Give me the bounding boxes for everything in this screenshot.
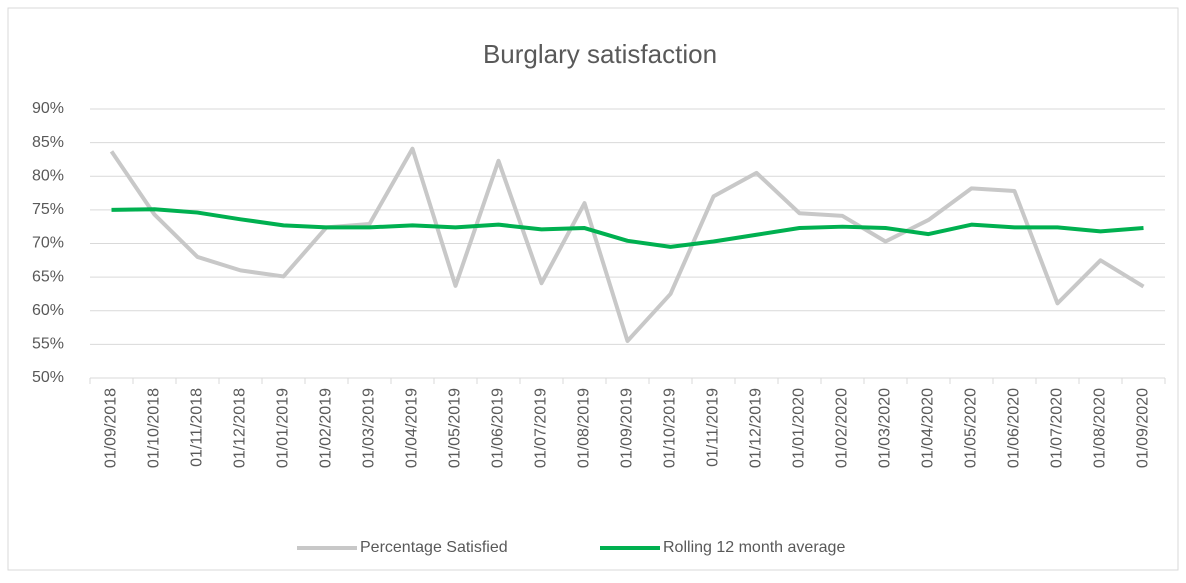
series-line xyxy=(109,146,1145,344)
legend-label: Percentage Satisfied xyxy=(360,539,508,556)
y-tick-label: 70% xyxy=(32,235,64,252)
chart-title: Burglary satisfaction xyxy=(483,39,717,69)
x-tick-label: 01/05/2019 xyxy=(447,388,464,468)
y-tick-label: 65% xyxy=(32,268,64,285)
x-tick-label: 01/12/2019 xyxy=(748,388,765,468)
x-tick-label: 01/02/2020 xyxy=(834,388,851,468)
y-tick-label: 75% xyxy=(32,201,64,218)
y-tick-label: 50% xyxy=(32,369,64,386)
y-tick-label: 55% xyxy=(32,336,64,353)
x-tick-label: 01/07/2020 xyxy=(1049,388,1066,468)
x-tick-label: 01/11/2018 xyxy=(189,388,206,467)
x-tick-label: 01/05/2020 xyxy=(963,388,980,468)
x-tick-label: 01/08/2019 xyxy=(576,388,593,468)
x-tick-label: 01/12/2018 xyxy=(232,388,249,468)
x-tick-label: 01/01/2019 xyxy=(275,388,292,468)
y-tick-label: 60% xyxy=(32,302,64,319)
x-tick-label: 01/11/2019 xyxy=(705,388,722,467)
x-tick-label: 01/09/2018 xyxy=(103,388,120,468)
y-tick-label: 80% xyxy=(32,167,64,184)
x-tick-label: 01/04/2020 xyxy=(920,388,937,468)
x-tick-label: 01/02/2019 xyxy=(318,388,335,468)
x-tick-label: 01/06/2019 xyxy=(490,388,507,468)
x-tick-label: 01/09/2019 xyxy=(619,388,636,468)
x-tick-label: 01/08/2020 xyxy=(1092,388,1109,468)
x-tick-label: 01/06/2020 xyxy=(1006,388,1023,468)
chart-border xyxy=(7,7,1179,571)
x-tick-label: 01/04/2019 xyxy=(404,388,421,468)
series-line xyxy=(111,207,1144,249)
legend-label: Rolling 12 month average xyxy=(663,539,845,556)
x-tick-label: 01/03/2020 xyxy=(877,388,894,468)
x-tick-label: 01/07/2019 xyxy=(533,388,550,468)
x-tick-label: 01/01/2020 xyxy=(791,388,808,468)
x-tick-label: 01/10/2018 xyxy=(146,388,163,468)
x-tick-label: 01/03/2019 xyxy=(361,388,378,468)
y-tick-label: 85% xyxy=(32,134,64,151)
x-tick-label: 01/09/2020 xyxy=(1135,388,1152,468)
x-tick-label: 01/10/2019 xyxy=(662,388,679,468)
y-tick-label: 90% xyxy=(32,100,64,117)
